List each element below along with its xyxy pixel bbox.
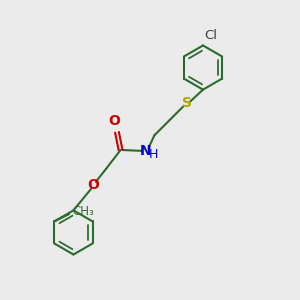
Text: N: N bbox=[140, 145, 152, 158]
Text: H: H bbox=[149, 148, 158, 161]
Text: O: O bbox=[88, 178, 99, 192]
Text: Cl: Cl bbox=[205, 29, 218, 42]
Text: CH₃: CH₃ bbox=[73, 205, 94, 218]
Text: S: S bbox=[182, 96, 192, 110]
Text: O: O bbox=[109, 114, 121, 128]
